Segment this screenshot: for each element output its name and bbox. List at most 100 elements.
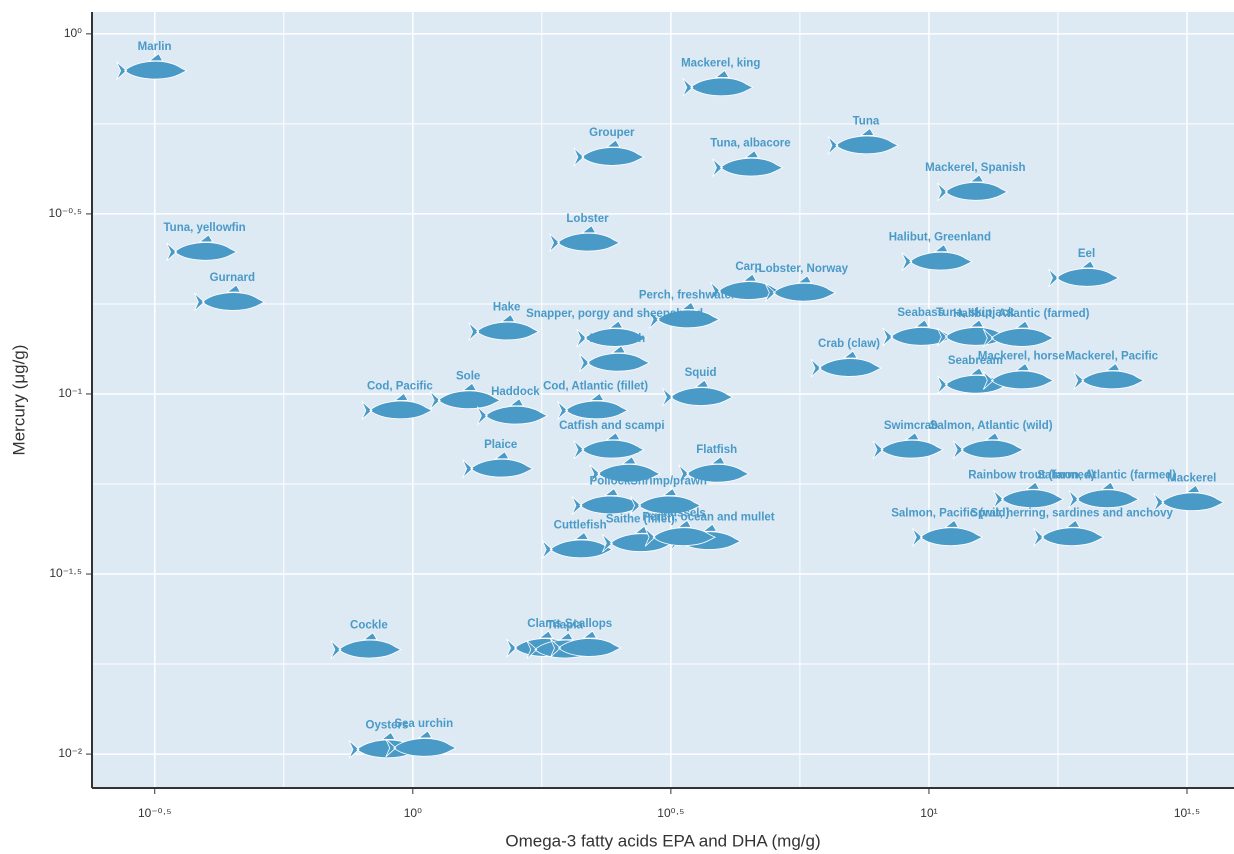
x-tick-label: 10⁻⁰·⁵	[138, 806, 171, 820]
fish-marker	[901, 244, 973, 271]
fish-marker	[810, 350, 882, 378]
point-label: Carp	[735, 261, 761, 273]
y-tick-label: 10⁻²	[58, 746, 82, 760]
fish-marker	[557, 392, 629, 420]
point-label: Halibut, Atlantic (farmed)	[953, 308, 1089, 320]
point-label: Perch, freshwater	[639, 290, 736, 302]
y-tick-label: 10⁻⁰·⁵	[49, 206, 82, 220]
fish-marker	[764, 275, 837, 303]
point-label: Seabream	[948, 355, 1003, 367]
fish-marker	[573, 139, 645, 167]
fish-marker	[573, 432, 645, 460]
point-label: Perch, ocean and mullet	[642, 511, 774, 523]
fish-marker	[462, 451, 534, 479]
point-label: Mackerel, horse	[978, 351, 1065, 363]
point-label: Gurnard	[210, 272, 255, 284]
point-label: Salmon, Pacific (wild)	[891, 507, 1009, 519]
fish-marker	[952, 432, 1025, 460]
fish-marker	[476, 398, 549, 426]
plot-background	[92, 12, 1234, 788]
point-label: Swimcrab	[884, 420, 938, 432]
fish-marker	[193, 284, 266, 312]
point-label: Cockle	[350, 620, 388, 632]
point-label: Tuna, skipjack	[936, 307, 1015, 319]
fish-marker	[429, 382, 502, 410]
fish-marker	[982, 362, 1055, 390]
point-label: Shrimp/prawn	[630, 476, 707, 488]
point-label: Sprat, herring, sardines and anchovy	[970, 507, 1173, 519]
fish-marker	[712, 150, 784, 177]
point-label: Pollock	[590, 476, 632, 488]
fish-marker	[550, 630, 622, 658]
fish-marker	[648, 301, 721, 329]
fish-marker	[116, 53, 188, 81]
point-label: Crab (claw)	[818, 338, 880, 350]
point-label: Lobster	[566, 213, 609, 225]
x-tick-label: 10⁰·⁵	[657, 806, 684, 820]
fish-marker	[882, 319, 954, 347]
point-label: Cod, Atlantic (fillet)	[543, 380, 648, 392]
point-label: Mackerel, king	[681, 57, 760, 69]
point-label: Mackerel	[1167, 472, 1216, 484]
point-label: Mussels	[660, 507, 705, 519]
point-label: Grouper	[589, 127, 635, 139]
point-label: Catfish and scampi	[559, 420, 664, 432]
point-label: Haddock	[491, 386, 540, 398]
y-tick-label: 10⁻¹	[58, 386, 82, 400]
fish-marker	[1073, 362, 1145, 390]
fish-marker	[872, 432, 944, 460]
point-label: Tuna, yellowfin	[164, 222, 246, 234]
fish-marker	[361, 392, 433, 420]
fish-marker	[936, 174, 1009, 202]
fish-marker	[589, 456, 661, 484]
y-tick-label: 10⁻¹·⁵	[49, 566, 82, 580]
fish-marker	[827, 127, 899, 155]
point-label: Mackerel, Spanish	[925, 162, 1025, 174]
fish-marker	[330, 632, 402, 659]
fish-marker	[541, 531, 614, 559]
point-label: Clams	[527, 618, 562, 630]
point-label: Seabass	[897, 307, 944, 319]
point-label: Salmon, Atlantic (farmed)	[1037, 469, 1176, 481]
point-label: Hake	[493, 302, 521, 314]
fish-marker	[1153, 484, 1225, 512]
x-tick-label: 10⁰	[404, 806, 422, 820]
fish-marker	[1033, 519, 1105, 547]
point-label: Oysters	[366, 719, 409, 731]
point-label: Squid	[685, 367, 717, 379]
point-label: Eel	[1078, 248, 1095, 260]
x-tick-label: 10¹·⁵	[1174, 806, 1200, 820]
fish-marker	[468, 314, 540, 341]
point-label: Lobster, Norway	[759, 263, 849, 275]
x-axis-title: Omega-3 fatty acids EPA and DHA (mg/g)	[505, 831, 820, 850]
fish-marker	[1068, 481, 1140, 509]
point-label: Halibut, Greenland	[889, 232, 991, 244]
fish-marker	[911, 519, 984, 547]
fish-marker	[1048, 260, 1120, 288]
point-label: Plaice	[484, 439, 517, 451]
point-label: Pike	[616, 444, 640, 456]
y-tick-label: 10⁰	[64, 26, 82, 40]
point-label: Cod, Pacific	[367, 380, 433, 392]
fish-marker	[678, 456, 750, 484]
fish-marker	[385, 730, 457, 758]
fish-marker	[549, 225, 621, 253]
point-label: Marlin	[138, 41, 172, 53]
fish-marker	[166, 234, 238, 262]
fish-marker	[936, 367, 1009, 395]
point-label: Salmon, Atlantic (wild)	[930, 420, 1053, 432]
point-label: Saithe (fillet)	[606, 513, 675, 525]
point-label: Cuttlefish	[554, 519, 607, 531]
x-tick-label: 10¹	[920, 806, 937, 820]
fish-marker	[578, 345, 651, 373]
fish-marker	[993, 481, 1065, 509]
fish-marker	[982, 320, 1055, 348]
point-label: Scallops	[565, 618, 612, 630]
fish-marker	[576, 320, 648, 348]
y-axis-title: Mercury (μg/g)	[9, 345, 28, 456]
point-label: Rainbow trout (farmed)	[968, 469, 1095, 481]
point-label: Flatfish	[696, 444, 737, 456]
point-label: Tuna	[853, 115, 880, 127]
